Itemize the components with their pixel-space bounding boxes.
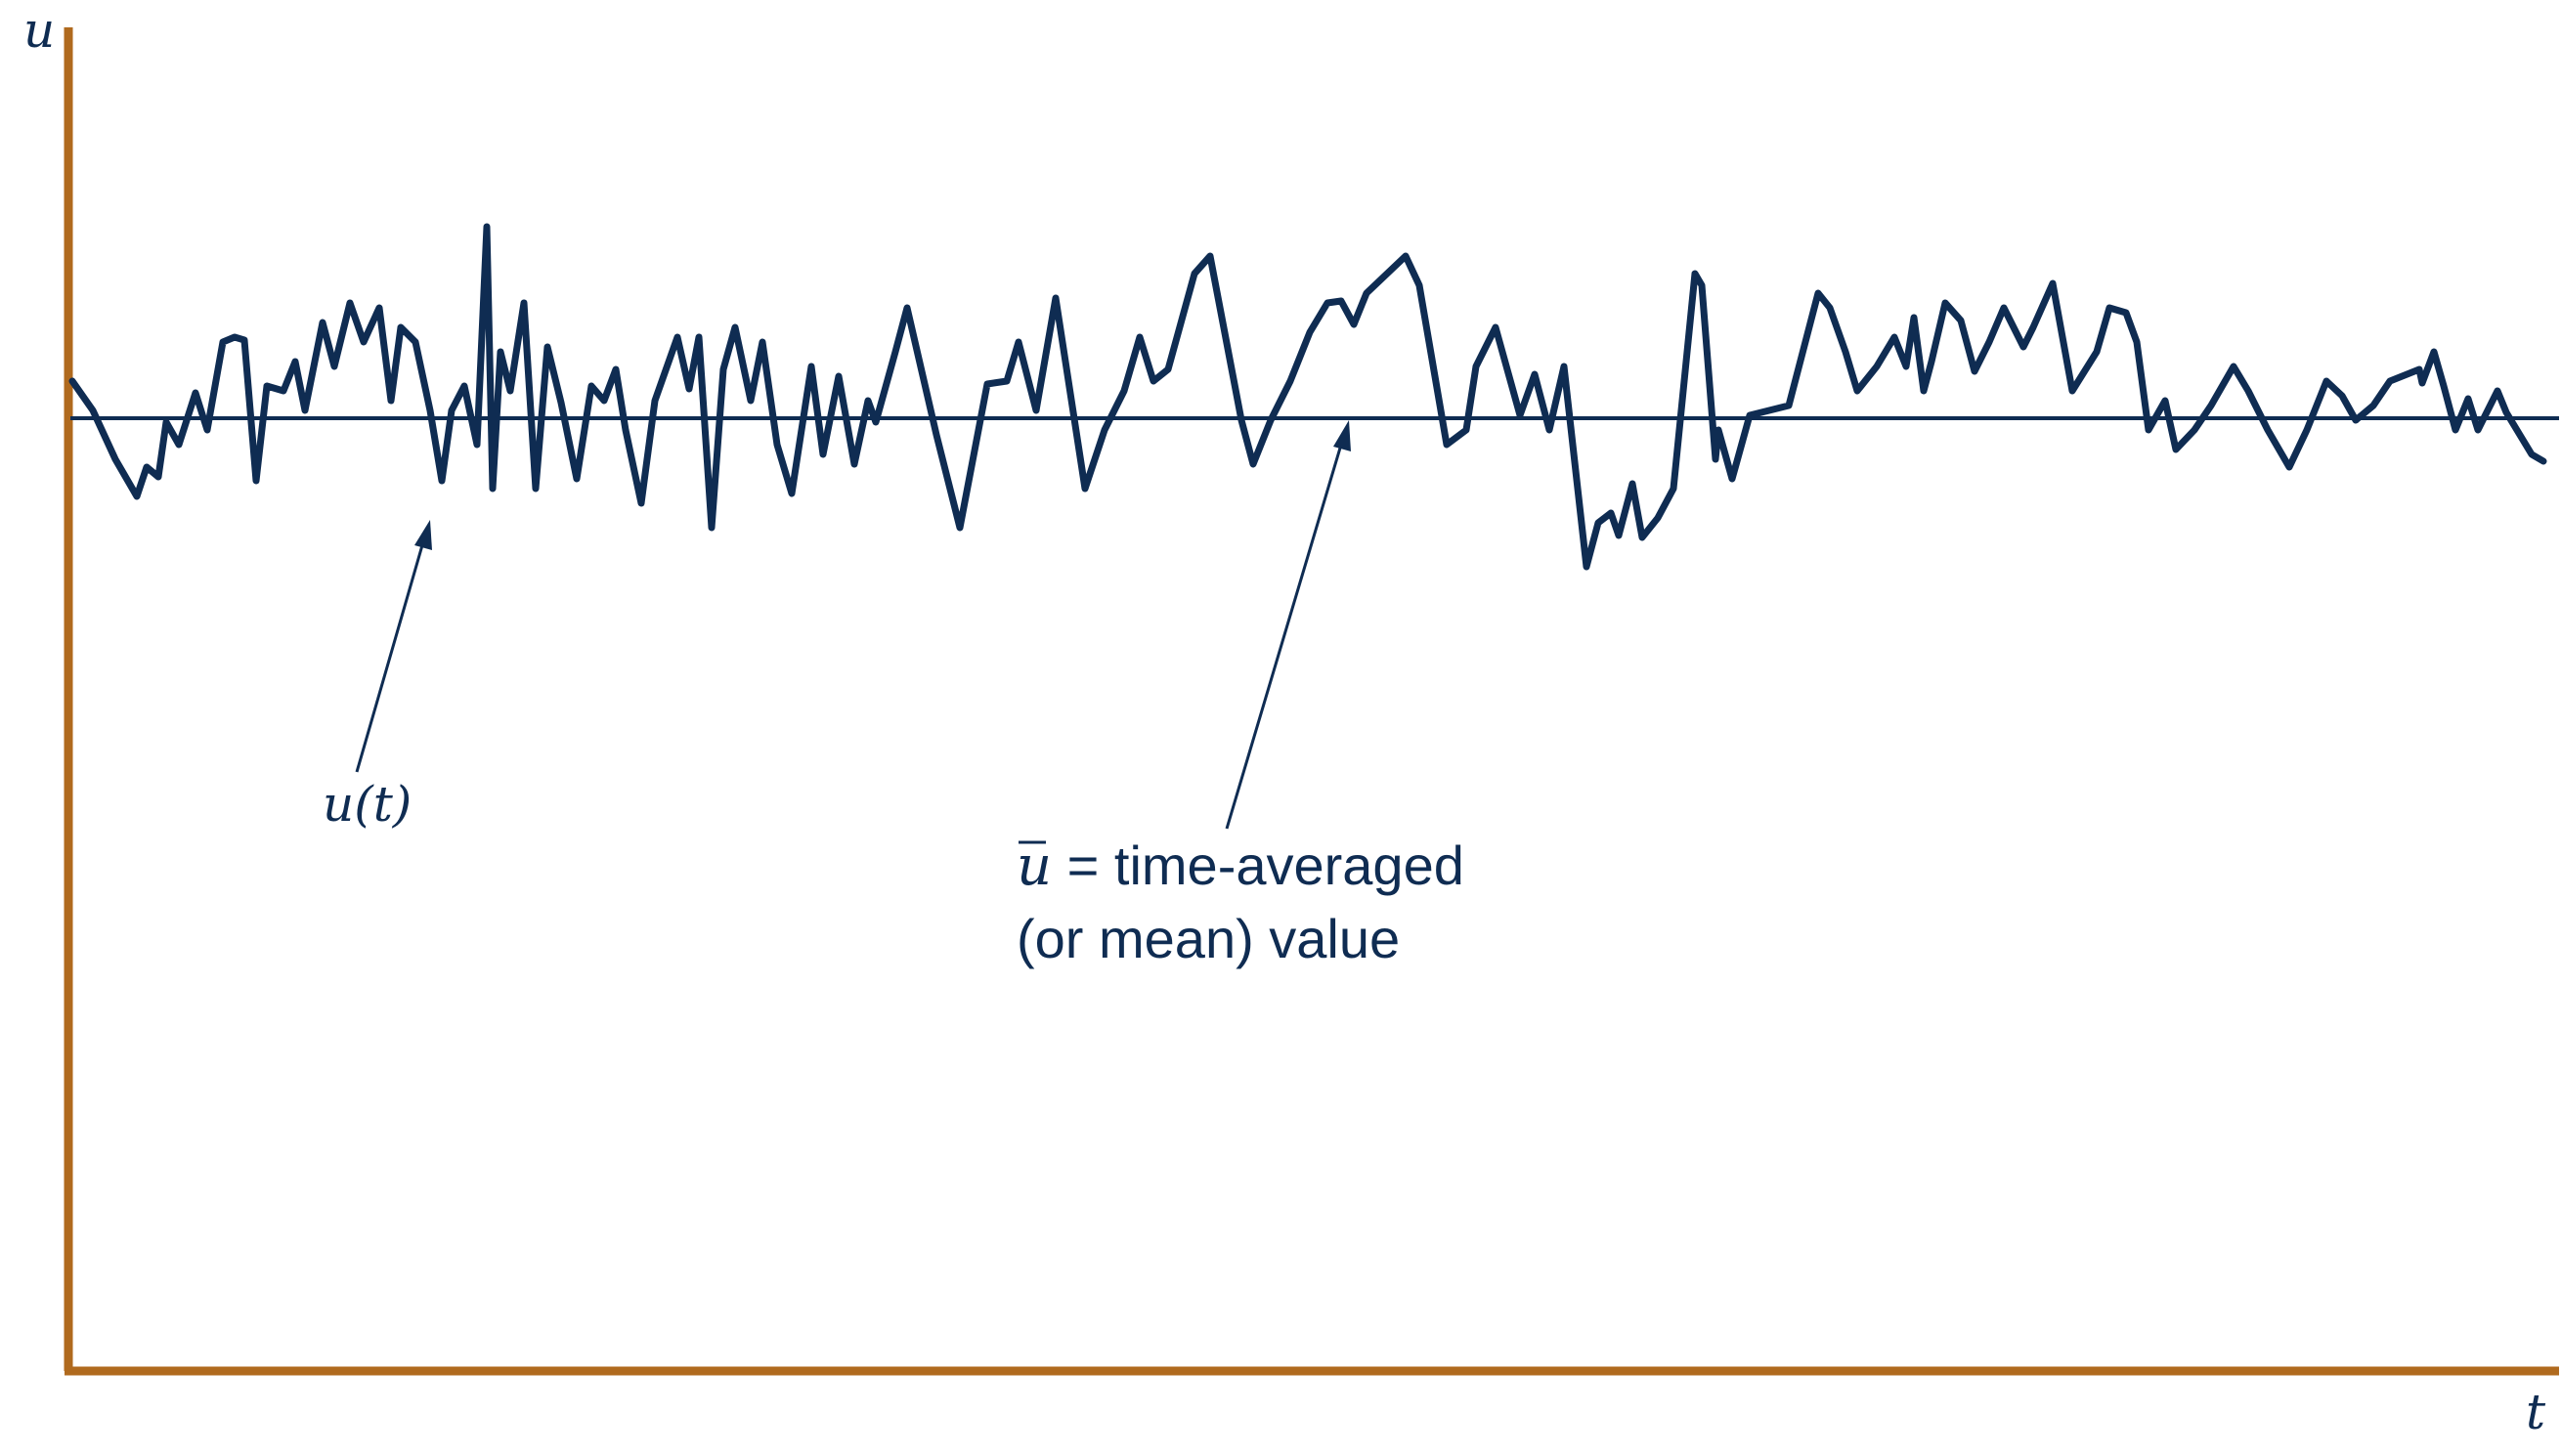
signal-arrowhead bbox=[414, 520, 432, 550]
mean-leader-line bbox=[1225, 444, 1343, 830]
mean-label-text: = time-averaged bbox=[1052, 835, 1464, 896]
mean-symbol: u bbox=[1017, 835, 1052, 898]
mean-label-line2: (or mean) value bbox=[1017, 908, 1400, 969]
velocity-signal-curve bbox=[68, 223, 2547, 571]
mean-label-line1: u = time-averaged bbox=[1017, 835, 1464, 898]
signal-leader-line bbox=[355, 544, 424, 773]
y-axis-label: u bbox=[23, 2, 55, 59]
x-axis-label: t bbox=[2526, 1384, 2546, 1440]
mean-arrowhead bbox=[1333, 420, 1351, 451]
signal-label: u(t) bbox=[323, 776, 412, 833]
